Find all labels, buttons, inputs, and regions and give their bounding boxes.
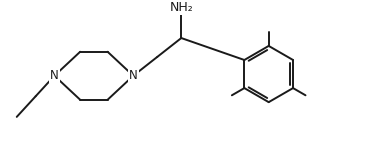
Text: N: N [50,69,59,82]
Text: N: N [129,69,138,82]
Text: NH₂: NH₂ [169,1,193,14]
